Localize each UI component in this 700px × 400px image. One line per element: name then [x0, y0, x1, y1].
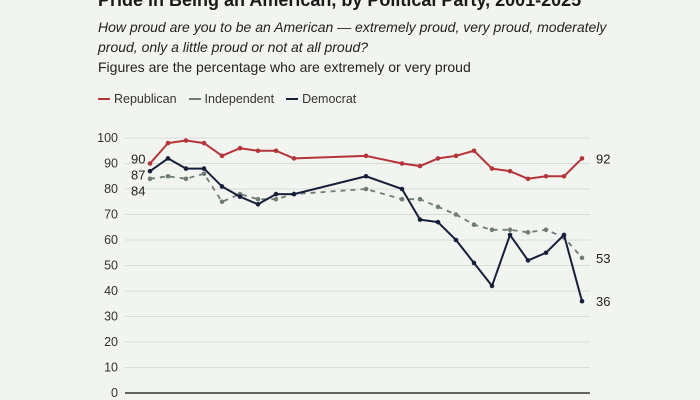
data-point-independent: [507, 227, 513, 233]
data-point-democrat: [579, 298, 585, 304]
y-tick-label: 40: [104, 284, 118, 298]
data-point-democrat: [471, 260, 477, 266]
data-point-republican: [525, 176, 531, 182]
chart-header: Pride in Being an American, by Political…: [98, 0, 638, 107]
legend-swatch-independent: [188, 98, 201, 100]
y-tick-label: 90: [104, 157, 118, 171]
data-point-democrat: [201, 166, 207, 171]
data-point-independent: [543, 227, 549, 233]
data-point-democrat: [507, 232, 513, 238]
data-point-independent: [363, 186, 369, 192]
data-point-independent: [201, 171, 207, 176]
y-tick-label: 80: [104, 182, 118, 196]
data-point-independent: [399, 196, 405, 202]
data-point-independent: [147, 176, 153, 182]
data-point-republican: [417, 163, 423, 169]
data-point-independent: [579, 255, 585, 261]
legend-label: Independent: [204, 92, 275, 106]
data-point-independent: [489, 227, 495, 233]
data-point-republican: [363, 153, 369, 159]
data-point-independent: [219, 199, 225, 205]
data-point-independent: [255, 196, 261, 202]
data-point-republican: [507, 168, 513, 174]
y-tick-label: 0: [111, 386, 118, 400]
legend-swatch-republican: [98, 98, 110, 100]
data-point-democrat: [219, 184, 225, 189]
start-label-democrat: 87: [131, 168, 145, 183]
y-tick-label: 100: [97, 131, 118, 145]
legend-label: Democrat: [302, 92, 357, 106]
data-point-democrat: [165, 156, 171, 161]
legend: Republican Independent Democrat: [98, 91, 638, 107]
data-point-republican: [543, 173, 549, 179]
end-label-independent: 53: [596, 251, 610, 266]
y-tick-label: 50: [104, 259, 118, 273]
y-tick-label: 60: [104, 233, 118, 247]
data-point-republican: [201, 140, 207, 146]
series-line-republican: [149, 139, 583, 180]
data-point-democrat: [525, 258, 531, 263]
chart-subtitle: How proud are you to be an American — ex…: [98, 19, 607, 55]
data-point-republican: [399, 161, 405, 166]
data-point-republican: [291, 156, 297, 161]
data-point-independent: [417, 196, 423, 202]
data-point-republican: [255, 148, 261, 154]
data-point-independent: [273, 196, 279, 202]
data-point-democrat: [543, 250, 549, 256]
data-point-republican: [165, 140, 171, 146]
chart-note: Figures are the percentage who are extre…: [98, 59, 471, 75]
y-tick-label: 10: [104, 361, 118, 375]
data-point-democrat: [237, 194, 243, 199]
data-point-republican: [489, 166, 495, 171]
data-point-republican: [219, 153, 225, 159]
data-point-democrat: [417, 217, 423, 222]
data-point-democrat: [273, 191, 279, 197]
end-label-republican: 92: [596, 151, 610, 166]
chart-title: Pride in Being an American, by Political…: [98, 0, 582, 10]
data-point-republican: [435, 156, 441, 161]
data-point-democrat: [147, 168, 153, 174]
data-point-democrat: [255, 202, 261, 207]
data-point-democrat: [489, 283, 495, 289]
data-point-republican: [561, 173, 567, 179]
series-line-democrat: [149, 157, 583, 302]
y-tick-label: 20: [104, 335, 118, 349]
data-point-democrat: [399, 186, 405, 192]
data-point-democrat: [435, 219, 441, 225]
legend-republican: Republican: [98, 91, 177, 107]
data-point-republican: [471, 148, 477, 154]
legend-label: Republican: [114, 92, 177, 106]
legend-swatch-democrat: [286, 98, 299, 100]
data-point-independent: [525, 230, 531, 235]
data-point-democrat: [561, 232, 567, 238]
data-point-republican: [147, 161, 153, 166]
y-tick-label: 30: [104, 310, 118, 324]
data-point-democrat: [183, 166, 189, 171]
legend-democrat: Democrat: [286, 91, 356, 107]
data-point-republican: [579, 156, 585, 161]
y-tick-label: 70: [104, 208, 118, 222]
data-point-republican: [183, 138, 189, 143]
end-label-democrat: 36: [596, 294, 610, 309]
data-point-republican: [453, 153, 459, 159]
data-point-independent: [183, 176, 189, 182]
start-label-republican: 90: [131, 152, 145, 167]
data-point-republican: [237, 145, 243, 151]
data-point-independent: [471, 222, 477, 227]
data-point-independent: [435, 204, 441, 210]
data-point-independent: [165, 173, 171, 179]
legend-independent: Independent: [188, 91, 275, 107]
data-point-democrat: [291, 191, 297, 197]
data-point-democrat: [453, 237, 459, 243]
data-point-republican: [273, 148, 279, 154]
start-label-independent: 84: [131, 184, 145, 199]
data-point-independent: [453, 212, 459, 217]
data-point-democrat: [363, 173, 369, 179]
